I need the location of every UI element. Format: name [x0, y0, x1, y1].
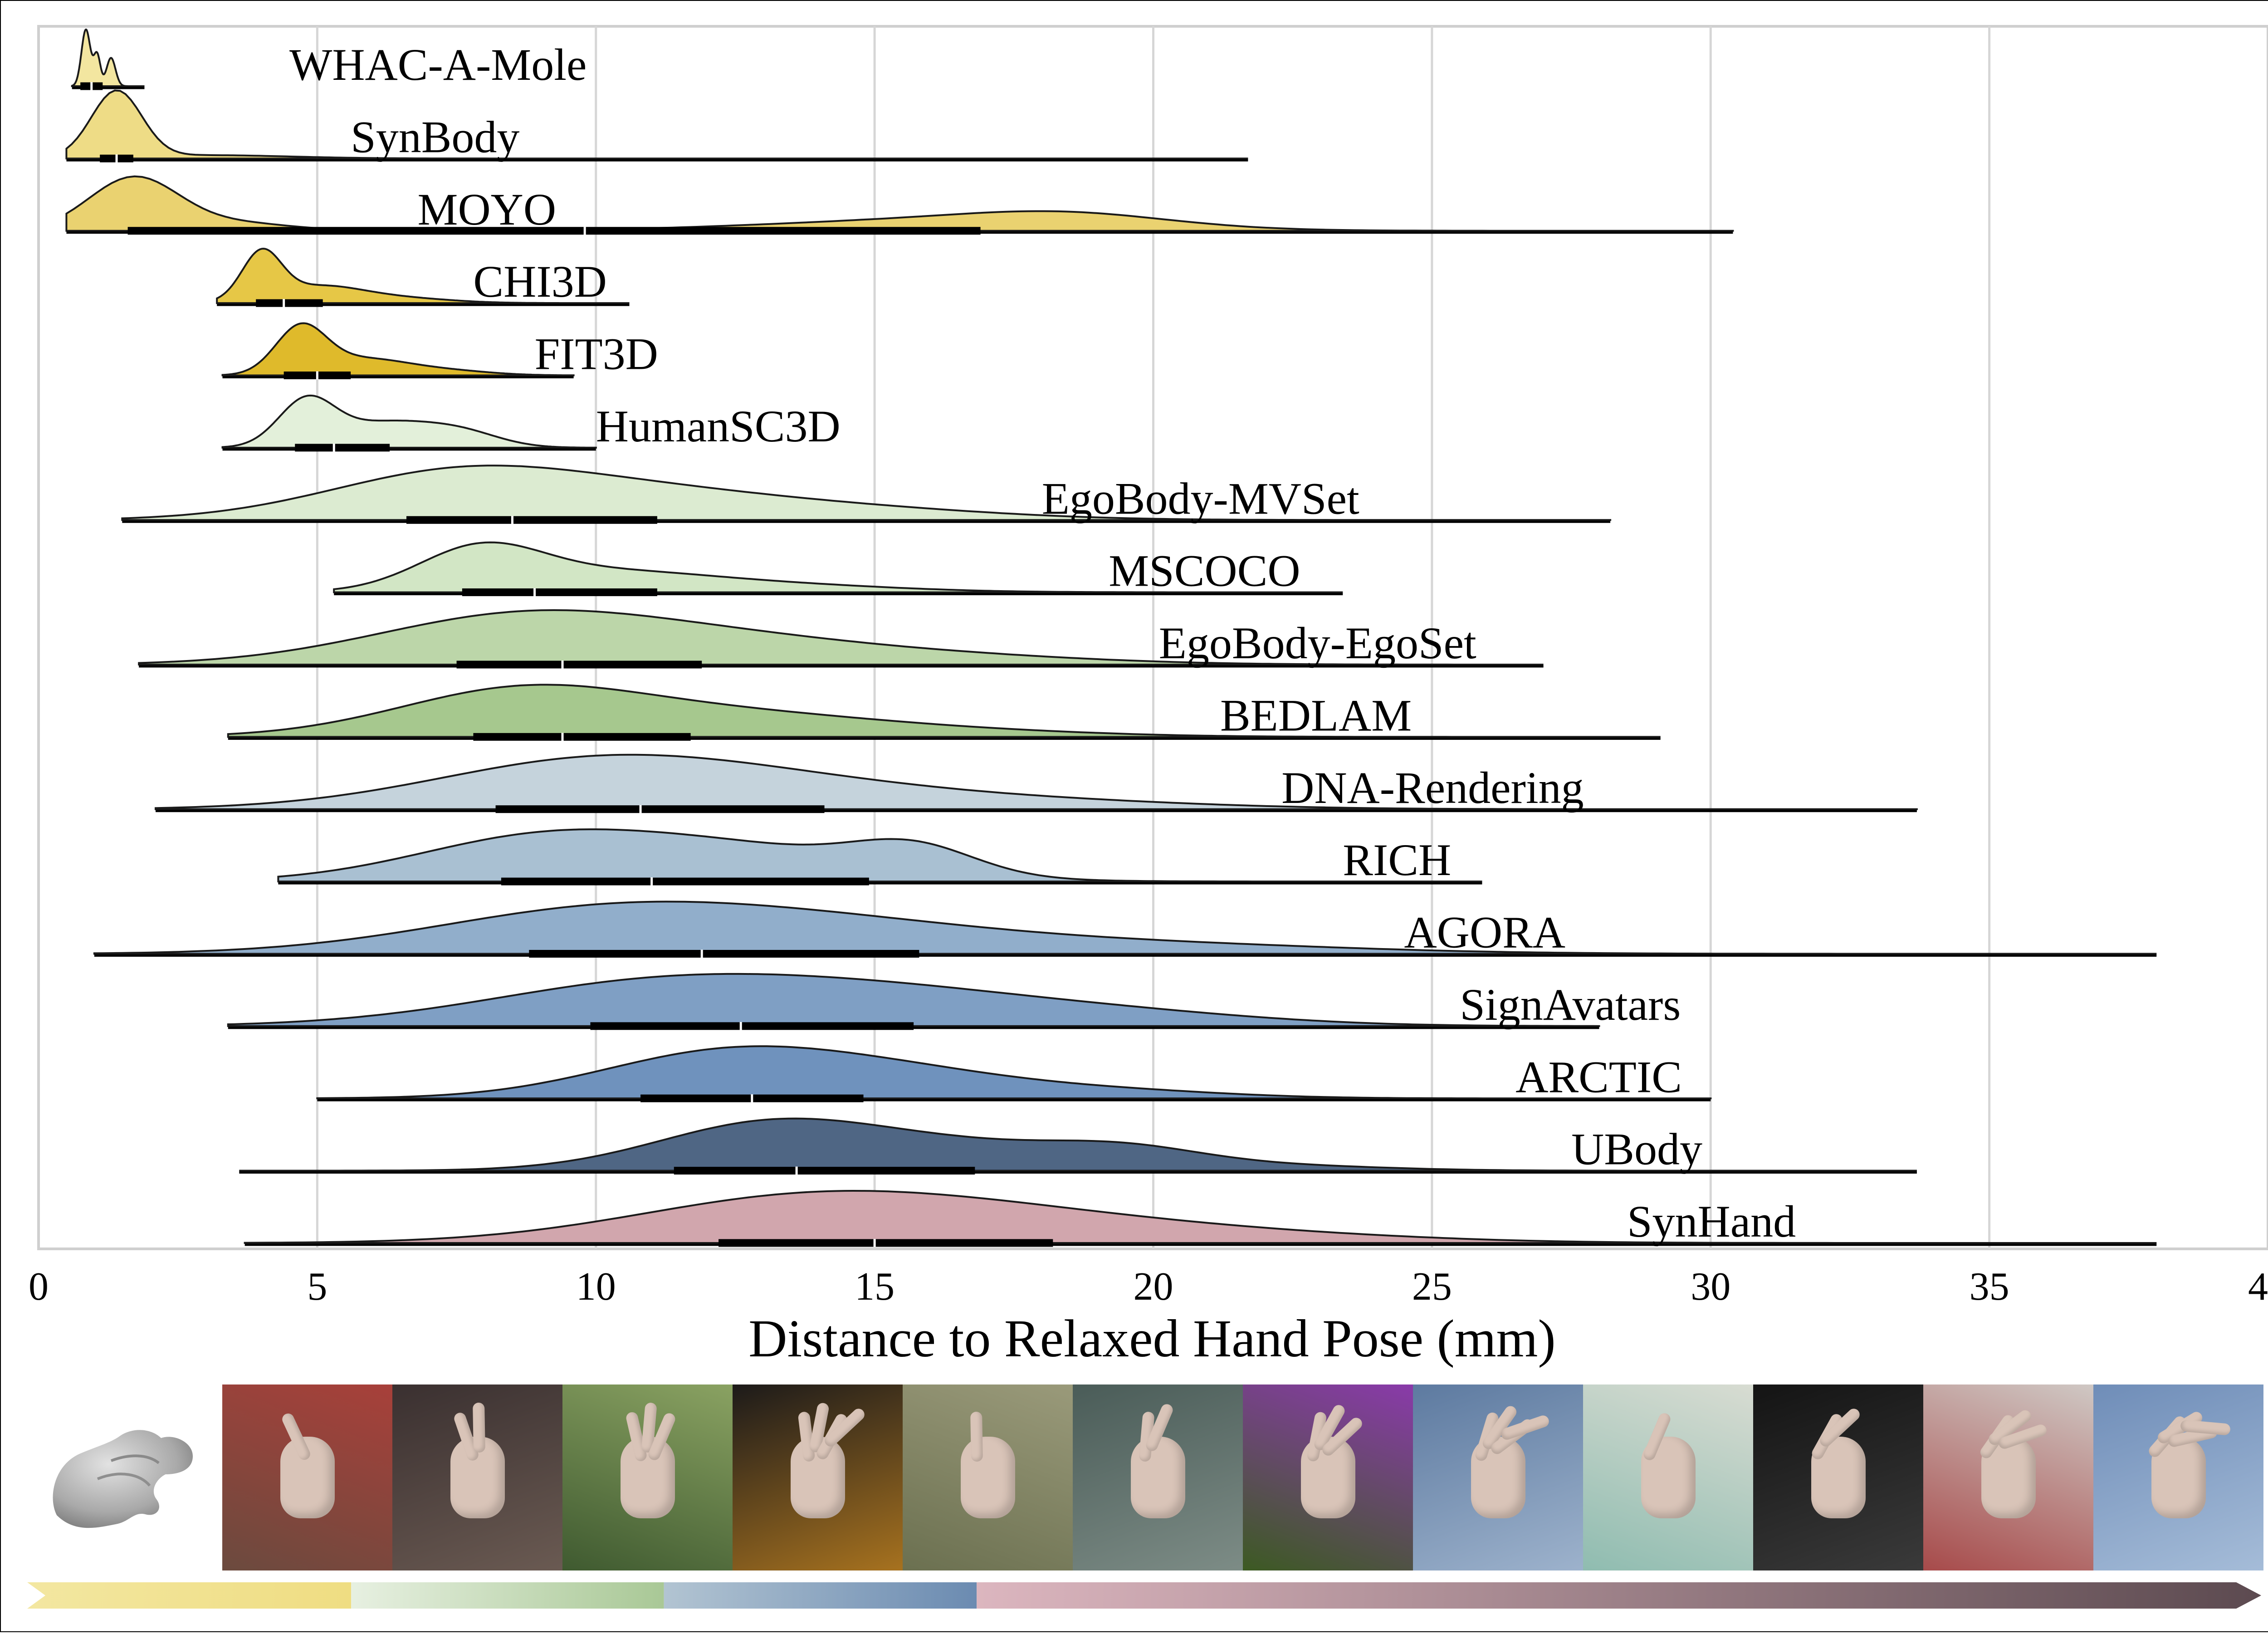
thumb-9: [1583, 1384, 1753, 1570]
x-tick-label: 30: [1691, 1265, 1730, 1309]
series-label: MSCOCO: [1109, 546, 1300, 596]
ridge-chi3d: CHI3D: [216, 248, 630, 308]
series-label: ARCTIC: [1515, 1052, 1682, 1102]
thumb-7: [1243, 1384, 1413, 1570]
ridge-synhand: SynHand: [244, 1189, 2157, 1247]
gradient-segment: [977, 1582, 2261, 1609]
series-label: BEDLAM: [1220, 690, 1412, 740]
series-label: SynBody: [351, 112, 519, 162]
x-axis-label: Distance to Relaxed Hand Pose (mm): [748, 1309, 1555, 1368]
x-tick-label: 35: [1970, 1265, 2009, 1309]
ridge-fit3d: FIT3D: [221, 322, 658, 380]
ridge-egobody-egoset: EgoBody-EgoSet: [138, 609, 1544, 669]
thumb-1: [222, 1384, 392, 1570]
density-area: [155, 753, 1918, 810]
x-tick-label: 25: [1412, 1265, 1452, 1309]
thumb-5: [903, 1384, 1073, 1570]
density-area: [216, 248, 630, 304]
density-area: [239, 1117, 1917, 1172]
x-tick-label: 0: [29, 1265, 49, 1309]
ridge-bedlam: BEDLAM: [227, 684, 1661, 741]
series-label: UBody: [1571, 1124, 1702, 1174]
series-label: EgoBody-MVSet: [1042, 473, 1359, 523]
ridge-arctic: ARCTIC: [316, 1045, 1712, 1103]
ridge-moyo: MOYO: [65, 175, 1734, 235]
thumb-4: [733, 1384, 903, 1570]
thumb-10: [1753, 1384, 1923, 1570]
gradient-arrow-bar: [27, 1582, 2261, 1609]
series-label: WHAC-A-Mole: [289, 39, 587, 90]
series-label: RICH: [1343, 835, 1451, 885]
density-area: [138, 609, 1544, 665]
ridge-whac-a-mole: WHAC-A-Mole: [71, 29, 587, 90]
gradient-segment: [664, 1582, 977, 1609]
thumb-12: [2093, 1384, 2263, 1570]
thumb-3: [562, 1384, 733, 1570]
ridge-synbody: SynBody: [65, 89, 1248, 163]
thumb-8: [1413, 1384, 1583, 1570]
density-area: [121, 465, 1612, 521]
density-area: [221, 322, 575, 377]
ridge-signavatars: SignAvatars: [227, 973, 1681, 1030]
x-axis-ticks: 0 5 10 15 20 25 30 35 40: [29, 1265, 2268, 1309]
series-label: CHI3D: [473, 256, 606, 307]
series-label: SynHand: [1627, 1196, 1796, 1247]
series-label: HumanSC3D: [596, 401, 841, 451]
x-tick-label: 20: [1134, 1265, 1173, 1309]
series-label: DNA-Rendering: [1281, 763, 1584, 813]
x-tick-label: 10: [576, 1265, 616, 1309]
ridge-mscoco: MSCOCO: [333, 541, 1343, 597]
series-label: EgoBody-EgoSet: [1159, 618, 1476, 668]
thumb-6: [1073, 1384, 1243, 1570]
series-label: SignAvatars: [1460, 979, 1681, 1030]
ridge-dna-rendering: DNA-Rendering: [155, 753, 1918, 813]
thumb-11: [1923, 1384, 2093, 1570]
gradient-segment: [27, 1582, 352, 1609]
series-label: MOYO: [418, 184, 557, 235]
density-area: [333, 541, 1343, 593]
density-area: [65, 89, 1248, 160]
density-area: [221, 394, 597, 449]
density-area: [93, 900, 2157, 955]
series-label: FIT3D: [535, 329, 658, 379]
density-area: [277, 828, 1482, 883]
relaxed-hand-icon: [43, 1411, 206, 1547]
ridgeline-chart: WHAC-A-Mole SynBody MOYO CHI3D FIT3D HumanSC3…: [29, 25, 2268, 1368]
density-area: [316, 1045, 1712, 1100]
ridges: WHAC-A-Mole SynBody MOYO CHI3D FIT3D HumanSC3…: [65, 29, 2157, 1247]
density-area: [71, 29, 145, 87]
hand-pose-thumbnails: [222, 1384, 2263, 1570]
x-tick-label: 40: [2248, 1265, 2268, 1309]
gradient-segment: [351, 1582, 664, 1609]
x-tick-label: 5: [307, 1265, 327, 1309]
density-area: [227, 684, 1661, 738]
ridge-ubody: UBody: [239, 1117, 1917, 1175]
density-area: [244, 1189, 2157, 1244]
x-tick-label: 15: [855, 1265, 894, 1309]
density-area: [227, 973, 1600, 1027]
ridge-agora: AGORA: [93, 900, 2157, 958]
hand-icon: [960, 1437, 1015, 1518]
thumb-2: [392, 1384, 562, 1570]
ridge-humansc3d: HumanSC3D: [221, 394, 841, 452]
series-label: AGORA: [1404, 907, 1565, 958]
ridge-rich: RICH: [277, 828, 1482, 886]
ridge-egobody-mvset: EgoBody-MVSet: [121, 465, 1612, 524]
